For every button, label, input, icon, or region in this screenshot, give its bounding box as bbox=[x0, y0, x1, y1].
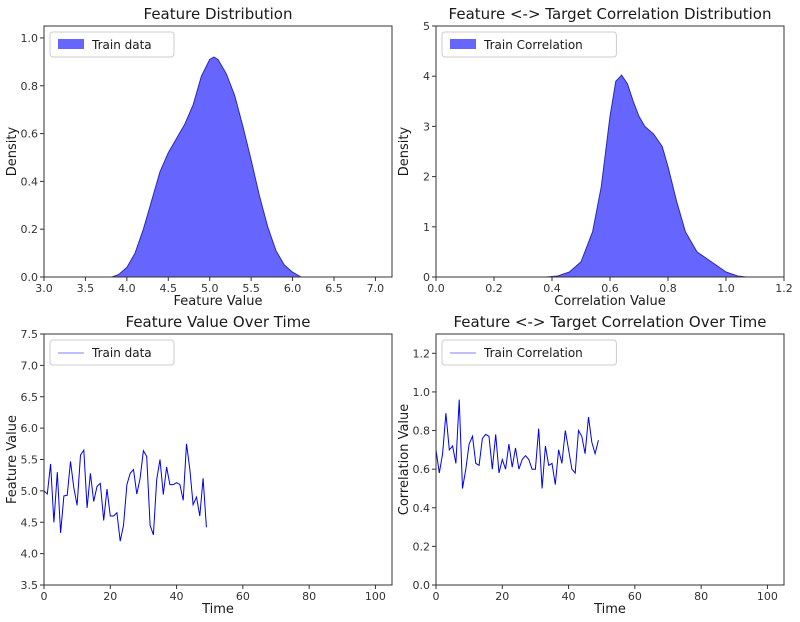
x-tick-label: 5.0 bbox=[201, 282, 219, 295]
series-line bbox=[435, 399, 599, 489]
x-tick-label: 3.5 bbox=[77, 282, 95, 295]
y-tick-label: 6.5 bbox=[21, 391, 39, 404]
y-axis-label: Feature Value bbox=[5, 415, 20, 504]
x-tick-label: 20 bbox=[495, 590, 509, 603]
y-tick-label: 4 bbox=[423, 70, 430, 83]
density-area bbox=[111, 56, 303, 278]
chart-title: Feature Value Over Time bbox=[126, 313, 311, 331]
legend-box bbox=[441, 339, 617, 366]
legend-label: Train data bbox=[91, 346, 152, 360]
x-tick-label: 0 bbox=[41, 590, 48, 603]
x-tick-label: 60 bbox=[628, 590, 642, 603]
x-tick-label: 3.0 bbox=[35, 282, 53, 295]
y-tick-label: 0.2 bbox=[413, 540, 431, 553]
y-tick-label: 1.0 bbox=[413, 386, 431, 399]
x-tick-label: 80 bbox=[694, 590, 708, 603]
chart-panel-2: 0.0 0.2 0.4 0.6 0.8 1.0 1.2 0 1 2 3 4 5 Feature <-> T… bbox=[397, 5, 793, 309]
legend: Train data bbox=[49, 339, 175, 366]
x-tick-label: 6.0 bbox=[284, 282, 302, 295]
x-tick-label: 5.5 bbox=[242, 282, 260, 295]
legend: Train Correlation bbox=[441, 339, 617, 366]
y-tick-label: 2 bbox=[423, 171, 430, 184]
y-tick-label: 5 bbox=[423, 20, 430, 33]
legend-swatch bbox=[450, 39, 476, 49]
legend-box bbox=[441, 31, 617, 58]
y-tick-label: 0.2 bbox=[21, 223, 39, 236]
y-tick-label: 1 bbox=[423, 221, 430, 234]
y-tick-label: 0.0 bbox=[21, 271, 39, 284]
y-tick-label: 0.6 bbox=[21, 128, 39, 141]
y-tick-label: 0 bbox=[423, 271, 430, 284]
y-tick-label: 1.0 bbox=[21, 32, 39, 45]
y-tick-label: 3.5 bbox=[21, 579, 39, 592]
x-tick-label: 60 bbox=[236, 590, 250, 603]
plot-frame bbox=[43, 333, 393, 586]
x-tick-label: 40 bbox=[562, 590, 576, 603]
x-tick-label: 4.0 bbox=[118, 282, 136, 295]
y-tick-label: 3 bbox=[423, 120, 430, 133]
legend-swatch bbox=[58, 39, 84, 49]
y-tick-label: 0.6 bbox=[413, 463, 431, 476]
chart-panel-4: 0 20 40 60 80 100 0.0 0.2 0.4 0.6 0.8 1.0 1.2 Feature… bbox=[397, 313, 785, 617]
y-tick-label: 0.0 bbox=[413, 579, 431, 592]
x-axis-label: Time bbox=[593, 602, 626, 617]
legend: Train Correlation bbox=[441, 31, 617, 58]
x-tick-label: 0.2 bbox=[485, 282, 503, 295]
legend-box bbox=[49, 31, 175, 58]
y-tick-label: 1.2 bbox=[413, 347, 431, 360]
chart-title: Feature <-> Target Correlation Over Time bbox=[454, 313, 767, 331]
legend-label: Train Correlation bbox=[483, 346, 583, 360]
y-tick-label: 5.0 bbox=[21, 485, 39, 498]
x-tick-label: 7.0 bbox=[367, 282, 385, 295]
chart-title: Feature <-> Target Correlation Distribut… bbox=[449, 5, 772, 23]
x-tick-label: 0.6 bbox=[601, 282, 619, 295]
y-axis-label: Density bbox=[397, 126, 412, 176]
x-tick-label: 40 bbox=[170, 590, 184, 603]
y-tick-label: 7.5 bbox=[21, 328, 39, 341]
y-tick-label: 4.5 bbox=[21, 516, 39, 529]
legend-box bbox=[49, 339, 175, 366]
x-tick-label: 4.5 bbox=[160, 282, 178, 295]
plot-frame bbox=[43, 25, 393, 278]
x-tick-label: 1.0 bbox=[717, 282, 735, 295]
x-tick-label: 0.0 bbox=[427, 282, 445, 295]
series-line bbox=[43, 443, 207, 542]
y-tick-label: 0.8 bbox=[21, 80, 39, 93]
legend-label: Train data bbox=[91, 38, 152, 52]
x-axis-label: Time bbox=[201, 602, 234, 617]
chart-title: Feature Distribution bbox=[144, 5, 293, 23]
x-axis-label: Correlation Value bbox=[554, 294, 666, 309]
y-tick-label: 6.0 bbox=[21, 422, 39, 435]
y-tick-label: 5.5 bbox=[21, 454, 39, 467]
x-tick-label: 0.4 bbox=[543, 282, 561, 295]
density-area bbox=[546, 74, 747, 278]
x-tick-label: 0.8 bbox=[659, 282, 677, 295]
y-tick-label: 0.4 bbox=[21, 175, 39, 188]
x-tick-label: 80 bbox=[302, 590, 316, 603]
legend: Train data bbox=[49, 31, 175, 58]
chart-panel-1: 3.0 3.5 4.0 4.5 5.0 5.5 6.0 6.5 7.0 0.0 0.2 0.4 0.6 0… bbox=[5, 5, 393, 309]
y-axis-label: Density bbox=[5, 126, 20, 176]
x-axis-label: Feature Value bbox=[174, 294, 263, 309]
legend-label: Train Correlation bbox=[483, 38, 583, 52]
x-tick-label: 20 bbox=[103, 590, 117, 603]
x-tick-label: 100 bbox=[757, 590, 778, 603]
y-axis-label: Correlation Value bbox=[397, 404, 412, 516]
chart-panel-3: 0 20 40 60 80 100 3.5 4.0 4.5 5.0 5.5 6.0 6.5 7.0 7.5 F… bbox=[5, 313, 393, 617]
y-tick-label: 0.4 bbox=[413, 502, 431, 515]
x-tick-label: 0 bbox=[433, 590, 440, 603]
x-tick-label: 100 bbox=[365, 590, 386, 603]
y-tick-label: 4.0 bbox=[21, 548, 39, 561]
plot-frame bbox=[435, 333, 785, 586]
y-tick-label: 0.8 bbox=[413, 425, 431, 438]
x-tick-label: 6.5 bbox=[325, 282, 343, 295]
y-tick-label: 7.0 bbox=[21, 359, 39, 372]
x-tick-label: 1.2 bbox=[775, 282, 793, 295]
